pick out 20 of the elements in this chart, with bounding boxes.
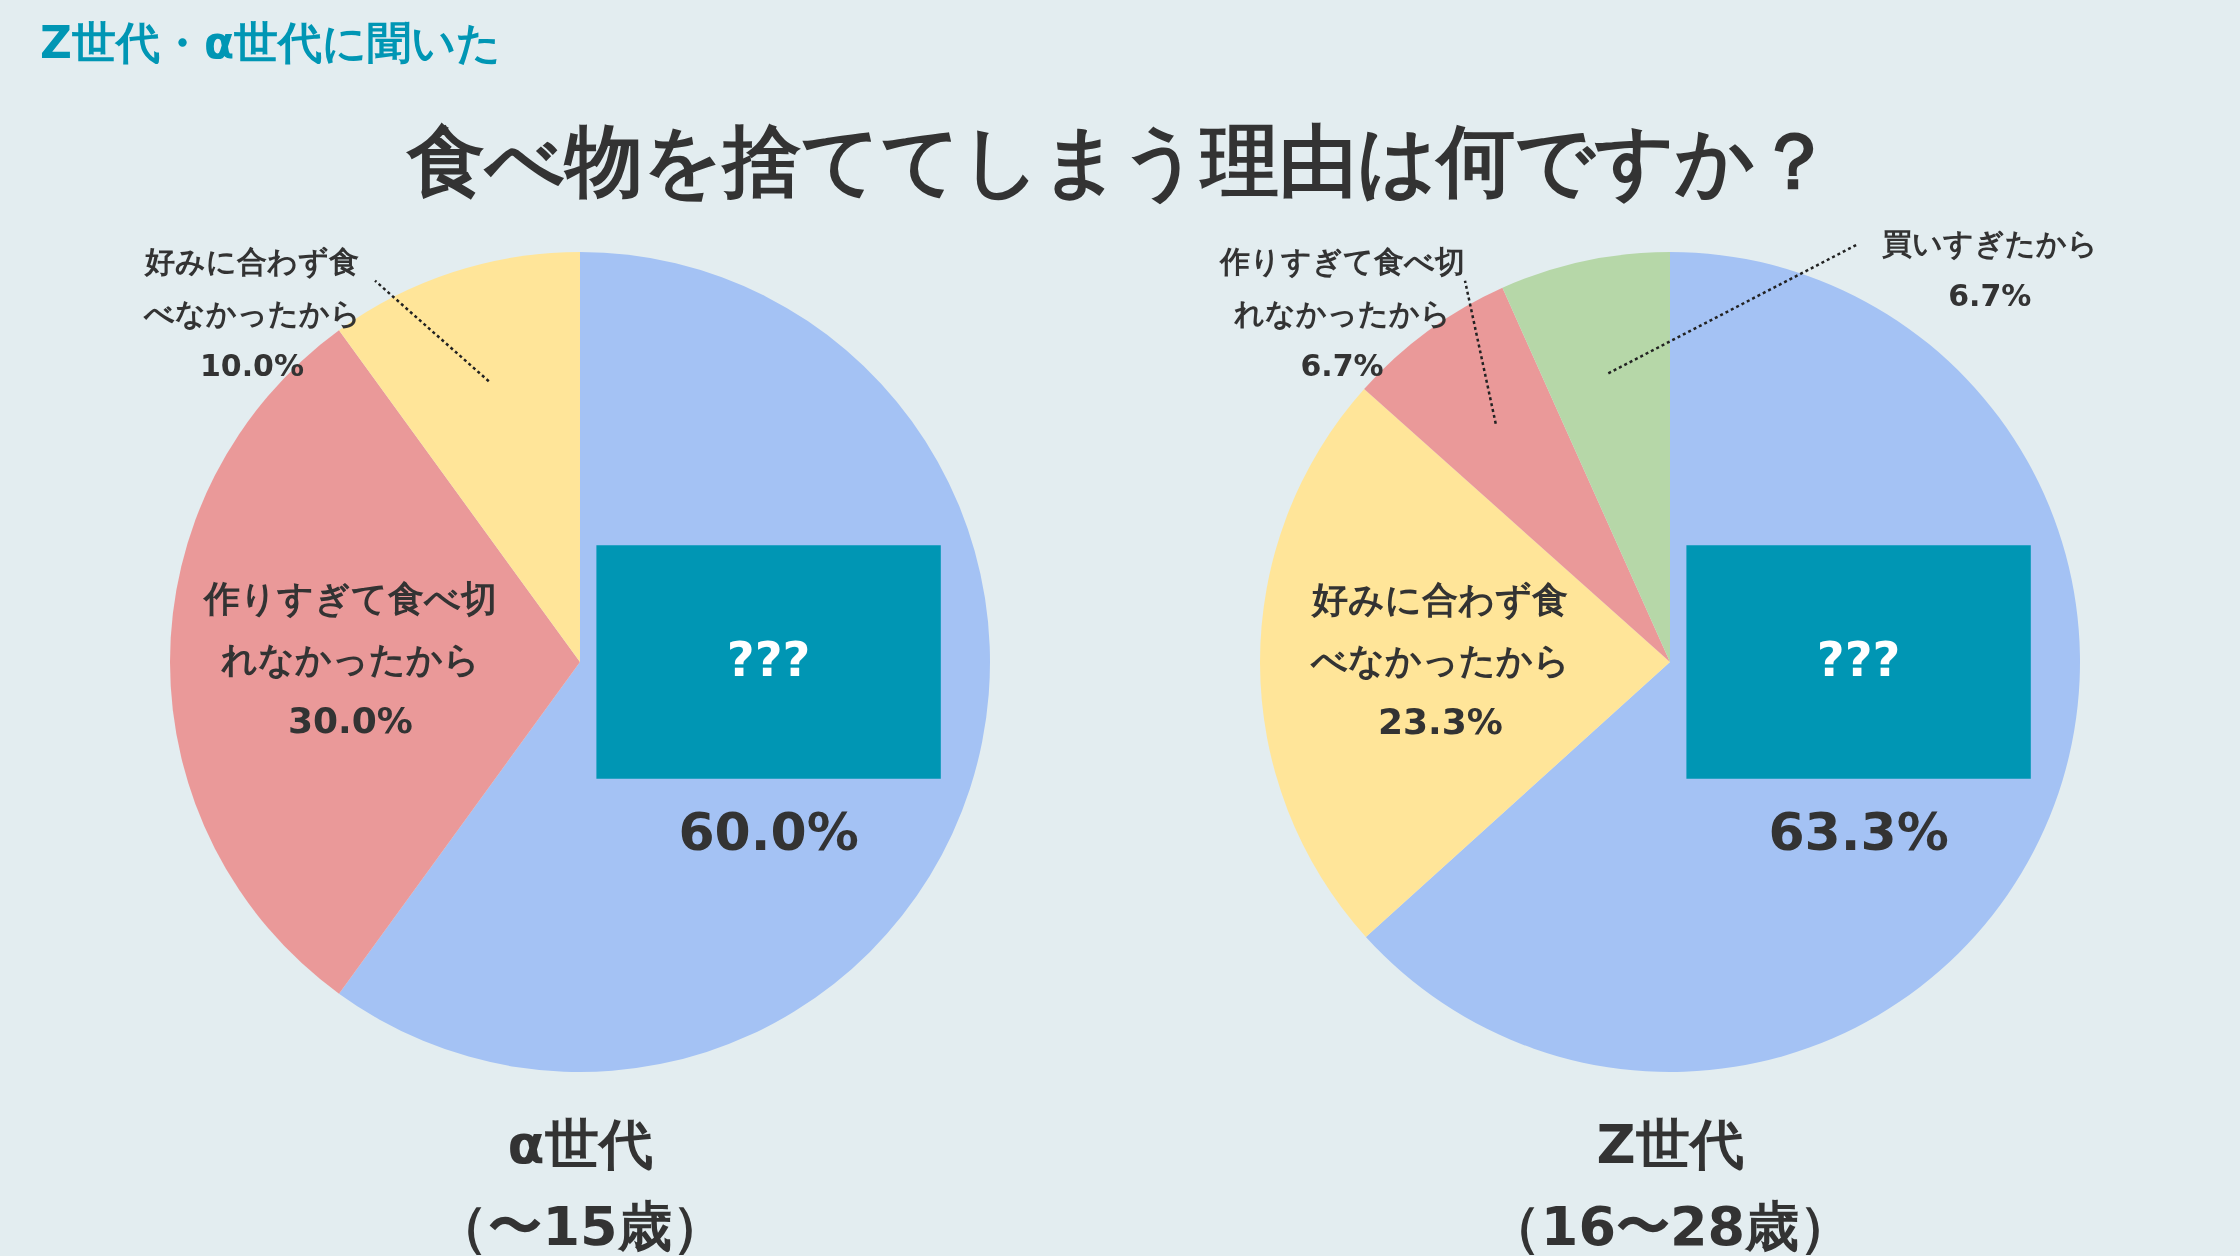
- slice-label: 好みに合わず食べなかったから: [142, 244, 361, 332]
- slice-label: ???: [726, 631, 811, 687]
- slice-label: 買いすぎたから: [1881, 226, 2098, 262]
- pie-slice: [170, 330, 580, 994]
- text: Z世代（16〜28歳）: [1486, 1113, 1854, 1258]
- data-label: 6.7%: [1300, 348, 1384, 384]
- pie-slice: [1260, 388, 1670, 937]
- slice-label: 作りすぎて食べ切れなかったから: [1217, 244, 1465, 332]
- text: Z世代・α世代に聞いた: [40, 17, 502, 68]
- text: α世代（〜15歳）: [434, 1113, 726, 1258]
- data-label: 10.0%: [199, 348, 305, 384]
- data-label: 30.0%: [287, 700, 413, 742]
- slice-label: 好みに合わず食べなかったから: [1309, 578, 1570, 681]
- text: 食べ物を捨ててしまう理由は何ですか？: [405, 116, 1833, 206]
- data-label: 23.3%: [1377, 701, 1503, 743]
- slice-label: 作りすぎて食べ切れなかったから: [201, 578, 497, 681]
- slice-label: ???: [1816, 631, 1901, 687]
- data-label: 63.3%: [1768, 802, 1949, 863]
- data-label: 6.7%: [1948, 278, 2032, 314]
- data-label: 60.0%: [678, 802, 859, 863]
